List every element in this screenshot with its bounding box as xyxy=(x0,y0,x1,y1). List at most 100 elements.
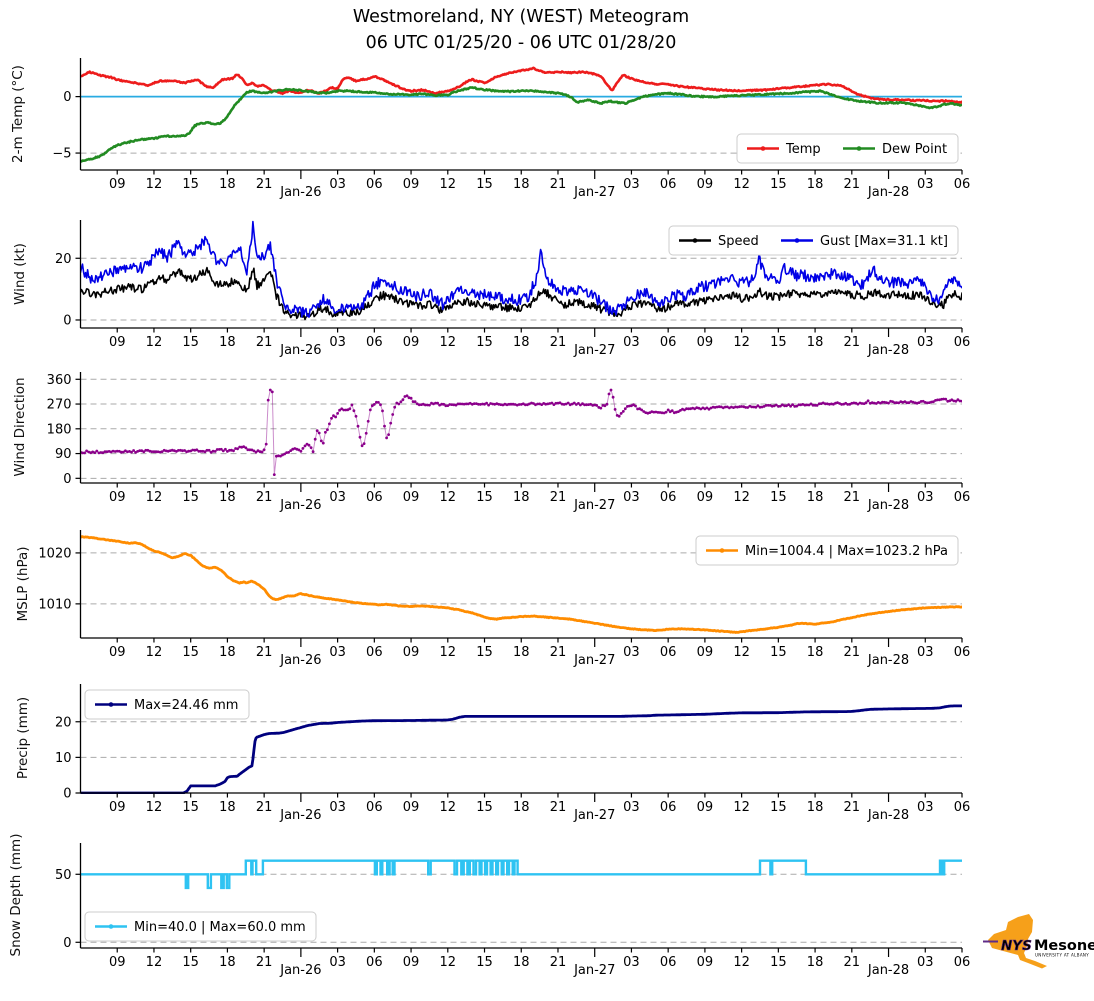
data-dot xyxy=(254,450,258,454)
data-dot xyxy=(211,449,215,453)
data-dot xyxy=(840,403,843,406)
temp-series xyxy=(80,66,962,104)
data-dot xyxy=(426,403,429,407)
data-dot xyxy=(401,398,405,402)
data-dot xyxy=(566,401,570,405)
legend-marker-dot xyxy=(692,238,698,243)
data-dot xyxy=(719,405,723,409)
data-dot xyxy=(683,408,686,412)
data-dot xyxy=(213,450,217,453)
x-tick-label: 12 xyxy=(146,645,163,660)
data-dot xyxy=(228,448,231,452)
x-tick-label: 15 xyxy=(182,335,199,350)
y-tick-label: 20 xyxy=(55,715,72,730)
data-dot xyxy=(472,402,476,405)
data-dot xyxy=(699,407,703,411)
data-dot xyxy=(770,404,774,408)
data-dot xyxy=(413,400,417,404)
x-date-tick-label: Jan-27 xyxy=(573,498,615,513)
legend-marker-dot xyxy=(794,238,800,243)
x-tick-label: 09 xyxy=(697,800,714,815)
chart-4: 0 10 20 09 12 15 18 21 Jan-26 03 06 09 12 15 18 21 Jan-2… xyxy=(55,684,970,823)
x-tick-label: 18 xyxy=(219,800,236,815)
x-tick-label: 09 xyxy=(109,177,126,192)
data-dot xyxy=(936,398,939,402)
x-tick-label: 15 xyxy=(476,335,493,350)
data-dot xyxy=(550,401,554,405)
x-tick-label: 15 xyxy=(770,335,787,350)
data-dot xyxy=(332,414,335,418)
x-tick-label: 15 xyxy=(770,645,787,660)
data-dot xyxy=(366,419,370,423)
data-dot xyxy=(487,403,490,407)
x-tick-label: 09 xyxy=(109,490,126,505)
data-dot xyxy=(111,449,115,453)
x-tick-label: 09 xyxy=(697,177,714,192)
data-dot xyxy=(538,402,541,406)
data-dot xyxy=(674,410,678,414)
data-dot xyxy=(605,402,609,406)
legend-marker-dot xyxy=(856,146,862,151)
data-dot xyxy=(887,401,890,405)
x-tick-label: 21 xyxy=(844,955,861,970)
data-dot xyxy=(330,416,333,420)
data-dot xyxy=(440,402,444,406)
data-dot xyxy=(811,403,815,407)
x-date-tick-label: Jan-26 xyxy=(279,653,321,668)
data-dot xyxy=(656,411,660,414)
data-dot xyxy=(823,402,827,406)
data-dot xyxy=(177,449,180,452)
data-dot xyxy=(670,409,674,413)
x-tick-label: 21 xyxy=(256,955,273,970)
data-dot xyxy=(583,403,586,407)
data-dot xyxy=(846,403,850,406)
data-dot xyxy=(462,402,466,406)
data-dot xyxy=(513,403,517,406)
data-dot xyxy=(385,436,388,440)
x-tick-label: 06 xyxy=(366,645,383,660)
x-tick-label: 09 xyxy=(403,800,420,815)
data-dot xyxy=(509,402,513,406)
data-dot xyxy=(287,451,290,454)
x-tick-label: 06 xyxy=(366,335,383,350)
data-dot xyxy=(477,402,480,406)
x-tick-label: 21 xyxy=(844,490,861,505)
x-tick-label: 18 xyxy=(513,335,530,350)
data-dot xyxy=(725,405,729,409)
data-dot xyxy=(256,449,260,453)
data-dot xyxy=(595,404,599,407)
data-dot xyxy=(679,409,682,412)
x-tick-label: 12 xyxy=(440,800,457,815)
x-tick-label: 21 xyxy=(844,335,861,350)
data-dot xyxy=(881,400,884,404)
x-tick-label: 21 xyxy=(256,645,273,660)
data-dot xyxy=(795,404,799,408)
data-dot xyxy=(307,443,311,447)
data-dot xyxy=(764,404,768,407)
data-dot xyxy=(483,402,486,406)
legend-label: Min=1004.4 | Max=1023.2 hPa xyxy=(745,544,948,559)
data-dot xyxy=(452,403,456,407)
data-dot xyxy=(789,404,792,408)
y-tick-label: 0 xyxy=(63,313,71,328)
series-group xyxy=(80,220,962,321)
data-dot xyxy=(644,411,648,414)
data-dot xyxy=(870,401,874,404)
data-dot xyxy=(489,402,492,405)
data-dot xyxy=(687,407,690,411)
x-tick-label: 03 xyxy=(917,335,934,350)
x-tick-label: 06 xyxy=(366,955,383,970)
data-dot xyxy=(364,431,368,435)
data-dot xyxy=(130,450,133,454)
data-dot xyxy=(893,401,897,405)
logo-nys-text: NYS xyxy=(1001,938,1032,954)
x-tick-label: 12 xyxy=(146,955,163,970)
data-dot xyxy=(217,448,221,451)
data-dot xyxy=(917,401,921,404)
data-dot xyxy=(215,448,219,451)
data-dot xyxy=(101,451,105,455)
data-dot xyxy=(362,442,366,445)
data-dot xyxy=(544,402,548,406)
data-dot xyxy=(140,449,144,453)
